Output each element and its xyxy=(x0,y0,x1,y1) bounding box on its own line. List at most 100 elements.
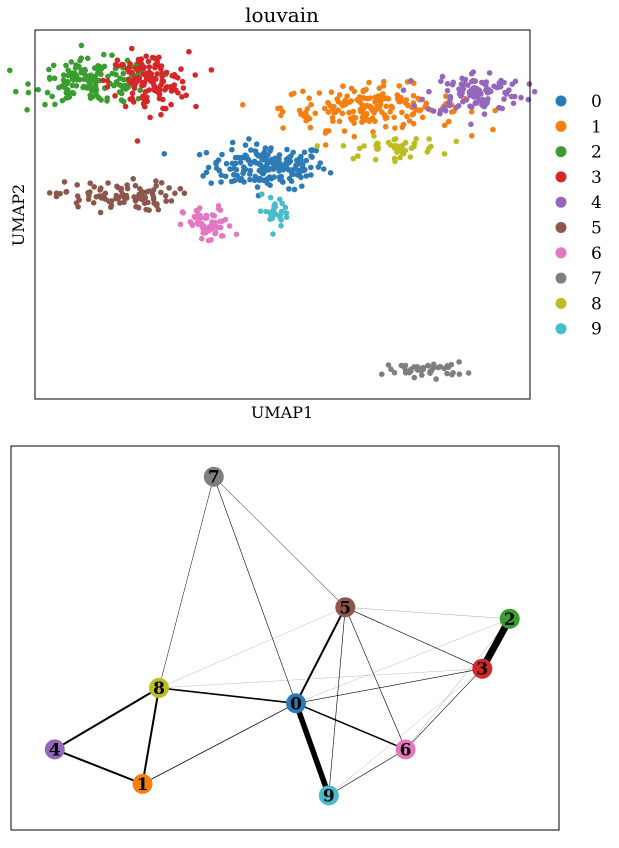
scatter-point-cluster-0 xyxy=(308,172,314,178)
scatter-point-cluster-8 xyxy=(394,146,401,153)
x-axis-label: UMAP1 xyxy=(251,403,313,422)
scatter-point-cluster-3 xyxy=(114,57,121,63)
edge-5-6 xyxy=(344,606,406,750)
scatter-point-cluster-9 xyxy=(267,211,274,217)
scatter-point-cluster-3 xyxy=(154,59,160,65)
scatter-point-cluster-0 xyxy=(274,156,280,162)
scatter-point-cluster-8 xyxy=(426,136,433,142)
scatter-point-cluster-2 xyxy=(118,82,124,89)
scatter-point-cluster-6 xyxy=(212,219,218,226)
scatter-point-cluster-2 xyxy=(70,90,77,97)
scatter-point-cluster-1 xyxy=(383,103,390,110)
legend-marker-8 xyxy=(555,297,567,309)
scatter-point-cluster-1 xyxy=(312,110,319,117)
scatter-point-cluster-2 xyxy=(81,70,87,77)
edge-9-6 xyxy=(328,749,406,796)
scatter-point-cluster-1 xyxy=(336,118,343,125)
node-label-1: 1 xyxy=(137,775,149,795)
scatter-point-cluster-1 xyxy=(306,95,313,101)
scatter-point-cluster-6 xyxy=(179,209,186,215)
scatter-point-cluster-8 xyxy=(426,145,432,152)
edge-6-3 xyxy=(405,668,483,750)
scatter-point-cluster-2 xyxy=(92,86,98,92)
scatter-point-cluster-0 xyxy=(246,136,252,142)
scatter-point-cluster-3 xyxy=(142,89,149,95)
scatter-point-cluster-1 xyxy=(354,97,360,103)
scatter-point-cluster-0 xyxy=(231,171,237,178)
scatter-point-cluster-4 xyxy=(459,75,465,82)
scatter-point-cluster-0 xyxy=(235,154,241,161)
scatter-point-cluster-5 xyxy=(121,199,127,206)
scatter-point-cluster-4 xyxy=(438,78,444,85)
scatter-point-cluster-4 xyxy=(508,93,515,100)
scatter-point-cluster-2 xyxy=(121,98,127,105)
scatter-point-cluster-3 xyxy=(138,60,144,67)
scatter-point-cluster-0 xyxy=(291,186,298,193)
scatter-point-cluster-7 xyxy=(465,370,472,376)
scatter-point-cluster-2 xyxy=(7,67,13,74)
scatter-point-cluster-5 xyxy=(130,176,136,182)
scatter-point-cluster-4 xyxy=(463,97,470,103)
scatter-point-cluster-1 xyxy=(468,109,475,115)
scatter-point-cluster-8 xyxy=(453,138,460,145)
scatter-point-cluster-1 xyxy=(316,90,323,96)
node-label-9: 9 xyxy=(323,786,335,806)
scatter-point-cluster-1 xyxy=(387,109,394,115)
scatter-point-cluster-3 xyxy=(141,64,147,70)
scatter-point-cluster-0 xyxy=(213,165,220,171)
scatter-point-cluster-2 xyxy=(65,67,71,74)
scatter-point-cluster-8 xyxy=(392,158,398,165)
scatter-point-cluster-0 xyxy=(237,159,244,166)
scatter-point-cluster-0 xyxy=(285,167,292,173)
scatter-point-cluster-7 xyxy=(406,369,413,376)
scatter-point-cluster-4 xyxy=(439,73,446,80)
scatter-point-cluster-1 xyxy=(378,97,385,103)
scatter-point-cluster-4 xyxy=(449,81,456,88)
scatter-point-cluster-2 xyxy=(46,74,53,81)
scatter-point-cluster-9 xyxy=(278,223,284,229)
legend-label-3: 3 xyxy=(591,168,602,188)
scatter-point-cluster-9 xyxy=(278,208,285,215)
scatter-point-cluster-0 xyxy=(299,161,306,168)
scatter-point-cluster-4 xyxy=(531,88,538,95)
umap-panel: louvain UMAP1 UMAP2 0 1 2 3 4 5 6 7 8 9 xyxy=(7,3,602,422)
scatter-point-cluster-5 xyxy=(119,191,126,197)
scatter-point-cluster-5 xyxy=(53,190,60,196)
scatter-point-cluster-3 xyxy=(119,61,125,68)
scatter-point-cluster-6 xyxy=(209,212,216,218)
scatter-point-cluster-1 xyxy=(308,101,314,108)
scatter-point-cluster-8 xyxy=(407,154,414,160)
edge-5-3 xyxy=(344,606,483,670)
scatter-point-cluster-4 xyxy=(456,90,463,97)
scatter-point-cluster-0 xyxy=(320,166,327,172)
scatter-point-cluster-0 xyxy=(247,167,254,174)
node-3 xyxy=(472,658,493,679)
scatter-point-cluster-4 xyxy=(483,82,489,88)
scatter-point-cluster-0 xyxy=(218,179,224,185)
scatter-point-cluster-3 xyxy=(143,53,149,59)
scatter-point-cluster-2 xyxy=(73,83,80,89)
scatter-point-cluster-3 xyxy=(180,85,187,91)
scatter-point-cluster-1 xyxy=(351,88,358,95)
scatter-point-cluster-1 xyxy=(382,123,389,130)
scatter-point-cluster-5 xyxy=(108,204,114,210)
scatter-point-cluster-0 xyxy=(261,177,267,184)
scatter-point-cluster-0 xyxy=(266,174,273,180)
scatter-point-cluster-3 xyxy=(126,69,132,75)
scatter-point-cluster-1 xyxy=(375,105,382,112)
scatter-point-cluster-1 xyxy=(384,95,390,101)
scatter-point-cluster-5 xyxy=(97,187,103,193)
scatter-point-cluster-1 xyxy=(404,113,410,120)
scatter-point-cluster-2 xyxy=(121,76,127,83)
scatter-point-cluster-0 xyxy=(233,166,240,173)
scatter-point-cluster-0 xyxy=(303,173,310,179)
scatter-point-cluster-1 xyxy=(441,122,448,129)
scatter-point-cluster-1 xyxy=(303,117,310,124)
scatter-point-cluster-1 xyxy=(445,118,452,125)
scatter-point-cluster-4 xyxy=(467,92,473,99)
scatter-point-cluster-4 xyxy=(488,88,494,95)
scatter-point-cluster-9 xyxy=(272,211,279,217)
node-7 xyxy=(203,466,224,487)
node-6 xyxy=(395,739,416,760)
